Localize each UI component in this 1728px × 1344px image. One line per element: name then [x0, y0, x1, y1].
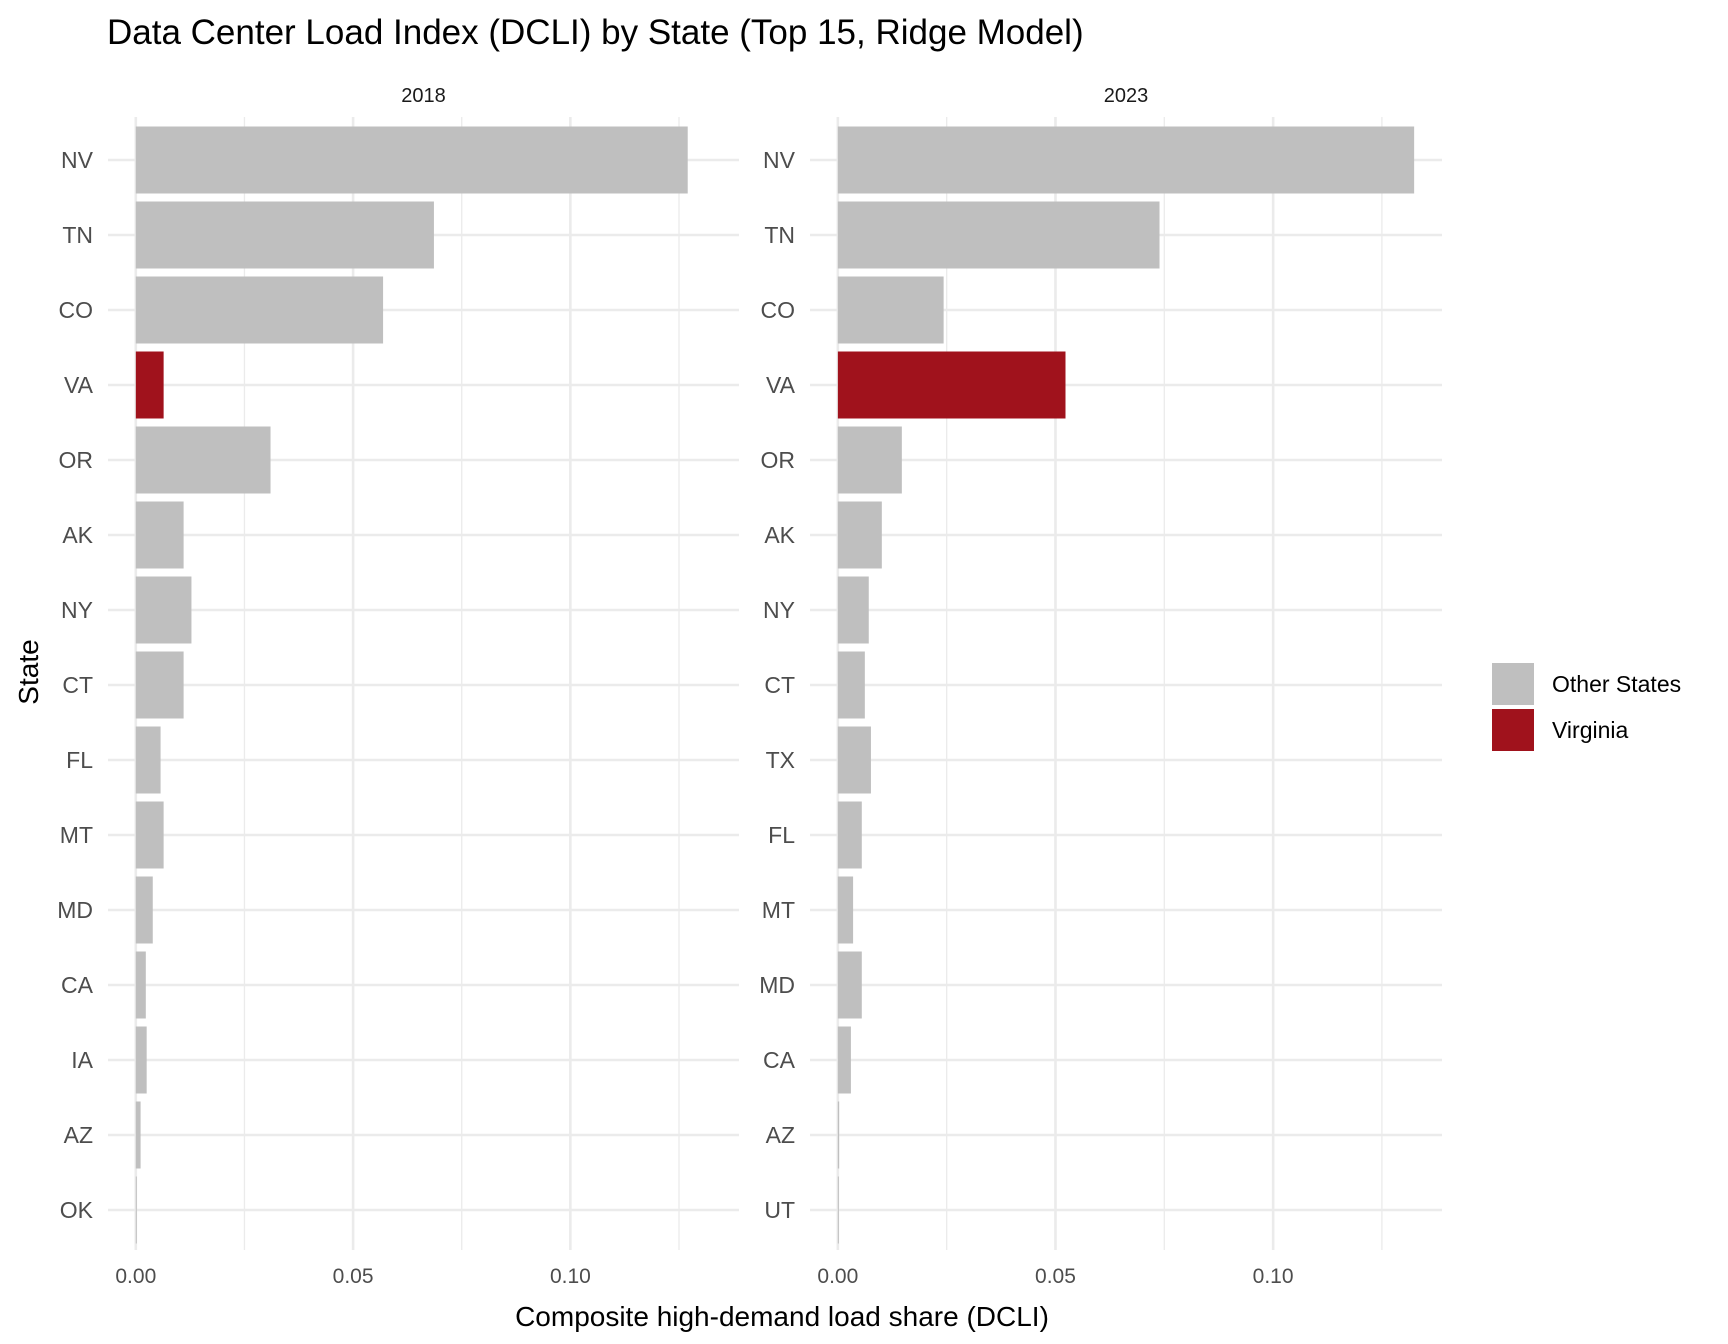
bar-2018-VA	[135, 351, 164, 419]
y-tick-label: CT	[764, 672, 795, 698]
facet-panels: 2018 NV TN CO VA OR AK NY CT FL MT MD CA IA AZ OK 0.00 0.…	[57, 85, 1442, 1288]
y-tick-label: CO	[761, 297, 796, 323]
y-tick-label: AZ	[64, 1122, 93, 1148]
bar-2018-IA	[135, 1026, 147, 1094]
y-tick-label: CA	[763, 1047, 796, 1073]
y-tick-label: NV	[61, 147, 94, 173]
y-tick-label: NY	[61, 597, 93, 623]
y-tick-label: NV	[763, 147, 796, 173]
y-tick-label: NY	[763, 597, 795, 623]
bar-2023-CT	[837, 651, 865, 719]
bar-2018-CT	[135, 651, 184, 719]
bar-2018-CO	[135, 276, 384, 344]
bar-2018-TN	[135, 201, 434, 269]
y-tick-label: TN	[62, 222, 93, 248]
bar-2023-FL	[837, 801, 862, 869]
y-tick-label: UT	[764, 1197, 795, 1223]
x-tick-label: 0.10	[550, 1265, 591, 1288]
bar-2023-NY	[837, 576, 869, 644]
y-tick-label: AZ	[766, 1122, 795, 1148]
bar-2018-OR	[135, 426, 271, 494]
y-tick-label: MT	[762, 897, 795, 923]
bar-2023-TX	[837, 726, 871, 794]
legend-key-other-states	[1492, 663, 1534, 705]
y-tick-label: VA	[64, 372, 94, 398]
facet-strip-label: 2023	[1104, 85, 1149, 107]
legend: Other States Virginia	[1492, 663, 1681, 751]
y-tick-label: VA	[766, 372, 796, 398]
bar-2018-CA	[135, 951, 146, 1019]
bar-2023-MT	[837, 876, 854, 944]
bar-2018-MT	[135, 801, 164, 869]
bar-2023-OR	[837, 426, 902, 494]
y-tick-label: FL	[768, 822, 795, 848]
bar-2023-MD	[837, 951, 862, 1019]
bar-2023-CA	[837, 1026, 851, 1094]
y-tick-label: IA	[71, 1047, 93, 1073]
y-tick-label: OR	[761, 447, 796, 473]
y-tick-label: FL	[66, 747, 93, 773]
y-tick-label: MD	[57, 897, 93, 923]
bar-2023-UT	[837, 1176, 839, 1244]
x-tick-label: 0.05	[333, 1265, 374, 1288]
legend-label: Other States	[1552, 671, 1681, 697]
x-tick-label: 0.10	[1253, 1265, 1294, 1288]
y-tick-label: MT	[60, 822, 93, 848]
y-tick-label: CO	[59, 297, 94, 323]
bar-2023-VA	[837, 351, 1066, 419]
bar-2023-NV	[837, 126, 1415, 194]
y-tick-label: AK	[62, 522, 93, 548]
y-tick-label: CT	[62, 672, 93, 698]
bar-2018-MD	[135, 876, 153, 944]
bar-2023-CO	[837, 276, 944, 344]
x-tick-label: 0.05	[1035, 1265, 1076, 1288]
bar-2018-FL	[135, 726, 161, 794]
panel-2023: 2023 NV TN CO VA OR AK NY CT TX FL MT MD CA AZ UT 0.00 0.…	[759, 85, 1442, 1288]
y-tick-label: OK	[60, 1197, 94, 1223]
y-tick-label: TX	[766, 747, 795, 773]
bar-2018-NY	[135, 576, 192, 644]
y-tick-label: TN	[764, 222, 795, 248]
bar-2023-AK	[837, 501, 882, 569]
y-axis-title: State	[13, 639, 44, 704]
panel-2018: 2018 NV TN CO VA OR AK NY CT FL MT MD CA IA AZ OK 0.00 0.…	[57, 85, 739, 1288]
bar-2023-AZ	[837, 1101, 840, 1169]
bar-2023-TN	[837, 201, 1160, 269]
bar-2018-AK	[135, 501, 184, 569]
facet-strip-label: 2018	[401, 85, 446, 107]
bar-2018-NV	[135, 126, 688, 194]
bar-2018-OK	[135, 1176, 137, 1244]
y-tick-label: MD	[759, 972, 795, 998]
y-tick-label: OR	[59, 447, 94, 473]
y-tick-label: AK	[764, 522, 795, 548]
x-axis-title: Composite high-demand load share (DCLI)	[515, 1301, 1049, 1332]
legend-label: Virginia	[1552, 717, 1628, 743]
x-tick-label: 0.00	[115, 1265, 156, 1288]
x-tick-label: 0.00	[817, 1265, 858, 1288]
legend-key-virginia	[1492, 709, 1534, 751]
chart-title: Data Center Load Index (DCLI) by State (…	[107, 13, 1084, 52]
bar-2018-AZ	[135, 1101, 141, 1169]
y-tick-label: CA	[61, 972, 94, 998]
